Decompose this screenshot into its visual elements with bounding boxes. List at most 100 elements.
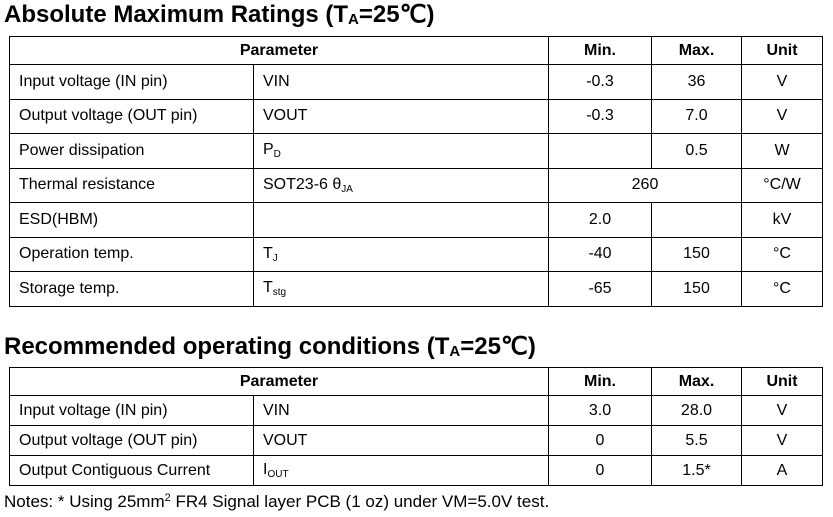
header-text: Unit xyxy=(766,41,798,59)
title-after: =25℃) xyxy=(358,1,435,28)
title-sub: A xyxy=(348,11,359,28)
notes-after: FR4 Signal layer PCB (1 oz) under VM=5.0… xyxy=(170,492,550,511)
value: -0.3 xyxy=(586,107,614,125)
value: 3.0 xyxy=(588,401,612,419)
value-cell xyxy=(651,202,742,238)
symbol-cell: VIN xyxy=(253,64,549,100)
parameter: Output voltage (OUT pin) xyxy=(19,431,198,449)
value: 0.5 xyxy=(685,141,708,159)
value-cell: -0.3 xyxy=(548,98,652,134)
symbol-cell: SOT23-6 θJA xyxy=(253,167,549,203)
parameter-cell: ESD(HBM) xyxy=(9,202,254,238)
symbol: T xyxy=(263,279,273,297)
symbol-sub: stg xyxy=(272,287,287,299)
value-cell: 150 xyxy=(651,271,742,307)
symbol: VOUT xyxy=(263,431,308,449)
value: 260 xyxy=(631,176,659,194)
value: 0 xyxy=(595,461,605,479)
unit: kV xyxy=(772,210,792,228)
table-row: Storage temp. Tstg -65 150 °C xyxy=(9,271,823,307)
symbol-cell: VOUT xyxy=(253,425,549,456)
symbol-cell: TJ xyxy=(253,236,549,272)
parameter: Power dissipation xyxy=(19,141,145,159)
unit-cell: °C/W xyxy=(741,167,823,203)
header-cell: Min. xyxy=(548,367,652,396)
title-text: Absolute Maximum Ratings (T xyxy=(4,1,349,28)
header-text: Min. xyxy=(584,372,616,390)
unit-cell: °C xyxy=(741,236,823,272)
notes-text: Notes: * Using 25mm xyxy=(4,492,165,511)
unit-cell: V xyxy=(741,98,823,134)
title-sub: A xyxy=(449,343,461,360)
parameter: ESD(HBM) xyxy=(19,210,99,228)
unit: V xyxy=(776,401,788,419)
header-text: Parameter xyxy=(239,41,319,59)
value-cell: 36 xyxy=(651,64,742,100)
parameter-cell: Storage temp. xyxy=(9,271,254,307)
value: -40 xyxy=(588,245,612,263)
value-cell: -40 xyxy=(548,236,652,272)
header-text: Min. xyxy=(584,41,616,59)
header-cell: Unit xyxy=(741,36,823,65)
value: 150 xyxy=(683,245,710,263)
value: 0 xyxy=(595,431,605,449)
parameter: Output Contiguous Current xyxy=(19,461,211,479)
header-row: Parameter Min. Max. Unit xyxy=(9,367,823,396)
table-row: Thermal resistance SOT23-6 θJA 260 °C/W xyxy=(9,167,823,203)
table-row: Output voltage (OUT pin) VOUT -0.3 7.0 V xyxy=(9,98,823,134)
unit: W xyxy=(774,141,790,159)
symbol-cell: IOUT xyxy=(253,455,549,486)
symbol-sub: JA xyxy=(341,183,353,195)
symbol: VIN xyxy=(263,72,290,90)
unit: V xyxy=(776,431,788,449)
notes-sup: 2 xyxy=(164,492,171,504)
table-row: Output voltage (OUT pin) VOUT 0 5.5 V xyxy=(9,425,823,456)
unit-cell: kV xyxy=(741,202,823,238)
parameter-cell: Input voltage (IN pin) xyxy=(9,395,254,426)
value: 150 xyxy=(683,279,710,297)
value-cell: -0.3 xyxy=(548,64,652,100)
header-cell: Parameter xyxy=(9,36,549,65)
parameter-cell: Input voltage (IN pin) xyxy=(9,64,254,100)
value-cell: 0 xyxy=(548,455,652,486)
header-cell: Parameter xyxy=(9,367,549,396)
header-text: Max. xyxy=(678,41,715,59)
symbol-cell: Tstg xyxy=(253,271,549,307)
unit: °C xyxy=(773,279,791,297)
parameter: Thermal resistance xyxy=(19,176,156,194)
value-cell: 260 xyxy=(548,167,742,203)
value: 2.0 xyxy=(588,210,612,228)
value: 28.0 xyxy=(680,401,713,419)
unit: V xyxy=(776,107,788,125)
symbol: VOUT xyxy=(263,107,308,125)
parameter-cell: Output Contiguous Current xyxy=(9,455,254,486)
header-row: Parameter Min. Max. Unit xyxy=(9,36,823,65)
parameter: Operation temp. xyxy=(19,245,134,263)
parameter-cell: Operation temp. xyxy=(9,236,254,272)
symbol: I xyxy=(263,461,268,478)
symbol-sub: OUT xyxy=(267,469,289,480)
symbol-sub: D xyxy=(273,149,281,161)
value-cell: 1.5* xyxy=(651,455,742,486)
value: -65 xyxy=(588,279,612,297)
header-text: Unit xyxy=(766,372,798,390)
unit-cell: A xyxy=(741,455,823,486)
symbol-sub: J xyxy=(272,252,278,264)
value-cell: 0.5 xyxy=(651,133,742,169)
unit-cell: °C xyxy=(741,271,823,307)
table-row: Input voltage (IN pin) VIN -0.3 36 V xyxy=(9,64,823,100)
parameter: Output voltage (OUT pin) xyxy=(19,107,198,125)
notes: Notes: * Using 25mm2 FR4 Signal layer PC… xyxy=(4,492,549,512)
table-row: Input voltage (IN pin) VIN 3.0 28.0 V xyxy=(9,395,823,426)
symbol: T xyxy=(263,244,273,262)
symbol: SOT23-6 θ xyxy=(263,175,342,193)
value-cell: 3.0 xyxy=(548,395,652,426)
parameter: Input voltage (IN pin) xyxy=(19,72,168,90)
ratings-table: Parameter Min. Max. Unit Input voltage (IN p… xyxy=(9,36,823,307)
unit: °C xyxy=(773,245,791,263)
conditions-table: Parameter Min. Max. Unit Input voltage (IN p… xyxy=(9,367,823,486)
parameter-cell: Thermal resistance xyxy=(9,167,254,203)
table-row: Operation temp. TJ -40 150 °C xyxy=(9,236,823,272)
symbol: P xyxy=(263,141,274,159)
value-cell: 2.0 xyxy=(548,202,652,238)
